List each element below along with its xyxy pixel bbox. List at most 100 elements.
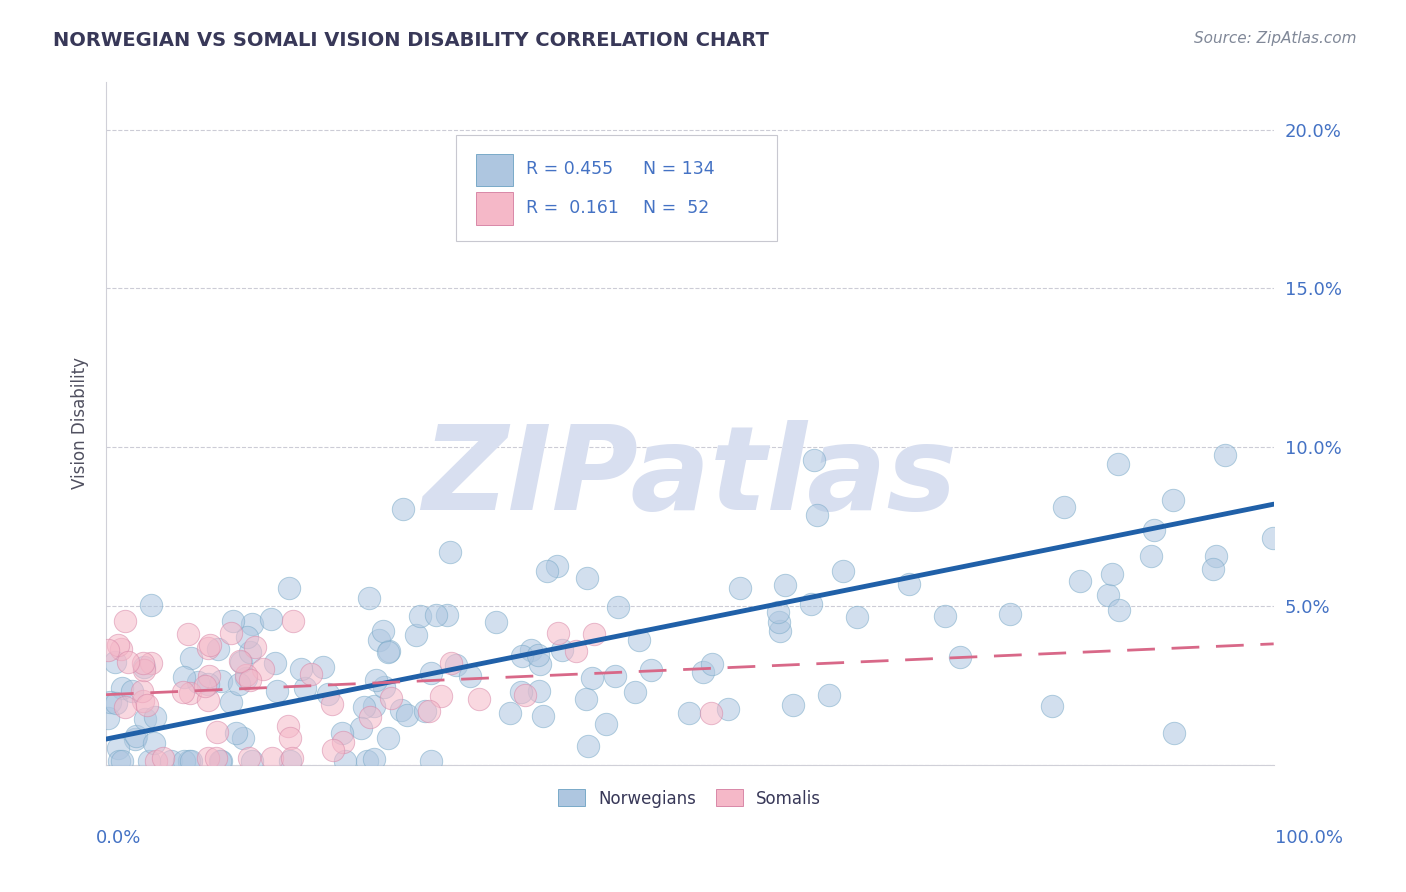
Point: [139, 598, 162, 612]
Point: [803, 453, 825, 467]
Point: [332, 735, 354, 749]
Legend: Norwegians, Somalis: Norwegians, Somalis: [551, 782, 828, 814]
Text: N =  52: N = 52: [643, 199, 710, 217]
Point: [640, 663, 662, 677]
Point: [547, 626, 569, 640]
Point: [225, 725, 247, 739]
Point: [627, 633, 650, 648]
Point: [235, 671, 257, 685]
Point: [396, 708, 419, 723]
Point: [209, 755, 232, 769]
Point: [124, 732, 146, 747]
Point: [498, 706, 520, 721]
Point: [576, 571, 599, 585]
Point: [934, 608, 956, 623]
Point: [531, 708, 554, 723]
Text: 100.0%: 100.0%: [1275, 829, 1343, 847]
Point: [281, 615, 304, 629]
Point: [145, 755, 167, 769]
Point: [350, 721, 373, 735]
Point: [111, 755, 134, 769]
Point: [333, 755, 356, 769]
Point: [316, 687, 339, 701]
Point: [208, 755, 231, 769]
Point: [104, 696, 127, 710]
Point: [768, 605, 790, 619]
Point: [177, 755, 200, 769]
Point: [439, 545, 461, 559]
Point: [595, 717, 617, 731]
Point: [363, 699, 385, 714]
Point: [623, 685, 645, 699]
Point: [510, 684, 533, 698]
Point: [141, 657, 163, 671]
Point: [260, 751, 283, 765]
Point: [125, 730, 148, 744]
Point: [998, 607, 1021, 621]
Point: [377, 643, 399, 657]
Point: [152, 751, 174, 765]
Point: [278, 731, 301, 745]
Point: [240, 755, 263, 769]
Point: [228, 676, 250, 690]
Point: [132, 660, 155, 674]
Point: [1108, 603, 1130, 617]
Point: [239, 673, 262, 687]
Point: [107, 740, 129, 755]
Point: [607, 599, 630, 614]
Point: [603, 668, 626, 682]
Point: [700, 706, 723, 721]
Point: [373, 624, 395, 639]
Point: [135, 698, 157, 713]
Point: [131, 683, 153, 698]
Point: [121, 683, 143, 698]
Point: [409, 609, 432, 624]
Point: [232, 731, 254, 745]
Point: [527, 684, 550, 698]
Point: [98, 695, 121, 709]
Point: [108, 755, 131, 769]
Point: [207, 641, 229, 656]
Point: [800, 598, 823, 612]
Point: [219, 695, 242, 709]
Point: [768, 615, 790, 629]
Point: [294, 681, 316, 695]
Point: [281, 751, 304, 765]
Point: [440, 656, 463, 670]
Point: [278, 755, 301, 769]
Point: [357, 591, 380, 605]
Point: [322, 743, 344, 757]
Point: [132, 693, 155, 707]
Point: [107, 638, 129, 652]
Point: [219, 625, 242, 640]
Point: [368, 632, 391, 647]
Point: [845, 610, 868, 624]
Point: [769, 624, 792, 638]
Point: [277, 581, 299, 595]
Point: [1107, 457, 1129, 471]
Text: Source: ZipAtlas.com: Source: ZipAtlas.com: [1194, 31, 1357, 46]
Point: [353, 700, 375, 714]
Point: [1261, 531, 1284, 545]
Point: [513, 689, 536, 703]
Point: [392, 502, 415, 516]
Point: [547, 558, 569, 573]
Point: [312, 660, 335, 674]
Point: [299, 667, 322, 681]
Point: [142, 736, 165, 750]
Text: NORWEGIAN VS SOMALI VISION DISABILITY CORRELATION CHART: NORWEGIAN VS SOMALI VISION DISABILITY CO…: [53, 31, 769, 50]
Text: R = 0.455: R = 0.455: [526, 160, 613, 178]
Point: [565, 643, 588, 657]
Point: [576, 739, 599, 753]
Point: [259, 612, 281, 626]
Point: [413, 704, 436, 718]
Point: [229, 655, 252, 669]
Point: [520, 642, 543, 657]
Point: [678, 706, 700, 721]
Point: [197, 693, 219, 707]
Point: [373, 680, 395, 694]
Point: [949, 650, 972, 665]
Point: [194, 679, 217, 693]
Point: [173, 755, 195, 769]
Point: [235, 668, 257, 682]
